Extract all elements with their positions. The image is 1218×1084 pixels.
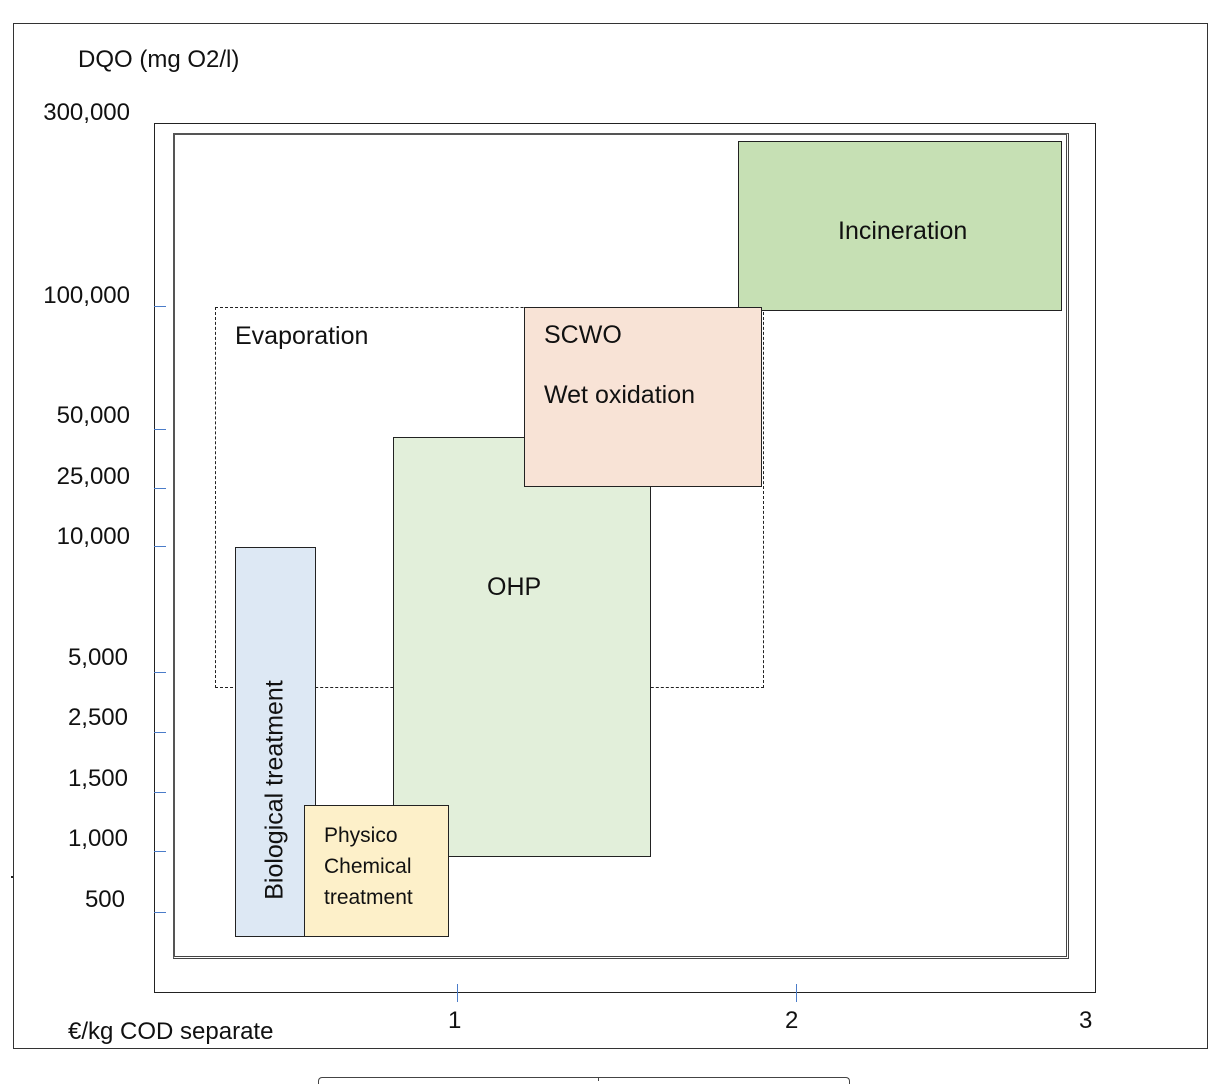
plot-inner-border xyxy=(173,133,1069,959)
physico-line: Physico xyxy=(324,824,398,847)
x-tick-label: 3 xyxy=(1079,1007,1093,1034)
biological-treatment-label: Biological treatment xyxy=(260,680,289,900)
y-tick-mark xyxy=(154,851,166,852)
evaporation-label: Evaporation xyxy=(235,322,369,350)
physico-line: treatment xyxy=(324,886,413,909)
y-axis-title: DQO (mg O2/l) xyxy=(78,46,240,73)
y-tick-label: 5,000 xyxy=(67,644,128,671)
x-axis-title: €/kg COD separate xyxy=(68,1018,274,1045)
incineration-label: Incineration xyxy=(838,217,968,245)
y-tick-label: 1,500 xyxy=(67,765,128,792)
ohp-label: OHP xyxy=(487,573,542,601)
y-tick-label: 10,000 xyxy=(56,523,130,550)
y-tick-mark xyxy=(154,306,166,307)
wet-oxidation-label: Wet oxidation xyxy=(544,381,696,409)
y-tick-mark xyxy=(154,732,166,733)
scwo-label: SCWO xyxy=(544,321,622,349)
figure-frame xyxy=(13,23,1208,1049)
ohp-box xyxy=(393,437,651,857)
x-tick-mark xyxy=(796,984,797,1002)
bottom-tab-divider xyxy=(598,1077,599,1081)
y-tick-label: 300,000 xyxy=(43,99,130,126)
y-tick-label: 500 xyxy=(84,886,125,913)
y-tick-mark xyxy=(154,912,166,913)
x-tick-label: 2 xyxy=(785,1007,799,1034)
physico-chemical-box xyxy=(304,805,449,937)
x-tick-mark xyxy=(457,984,458,1002)
y-tick-mark xyxy=(154,792,166,793)
y-tick-mark xyxy=(154,488,166,489)
scwo-box xyxy=(524,307,762,487)
y-tick-label: 100,000 xyxy=(43,282,130,309)
plot-area xyxy=(154,123,1096,993)
y-tick-label: 1,000 xyxy=(67,825,128,852)
physico-line: Chemical xyxy=(324,855,412,878)
y-tick-mark xyxy=(154,546,166,547)
physico-chemical-label: Physico Chemical treatment xyxy=(324,820,413,913)
y-tick-mark xyxy=(154,429,166,430)
y-tick-label: 2,500 xyxy=(67,704,128,731)
y-tick-mark xyxy=(154,672,166,673)
margin-mark xyxy=(11,876,13,878)
incineration-box xyxy=(738,141,1062,311)
biological-treatment-box xyxy=(235,547,316,937)
y-tick-label: 25,000 xyxy=(56,463,130,490)
bottom-tab-strip xyxy=(318,1077,850,1084)
y-tick-label: 50,000 xyxy=(56,402,130,429)
x-tick-label: 1 xyxy=(448,1007,462,1034)
